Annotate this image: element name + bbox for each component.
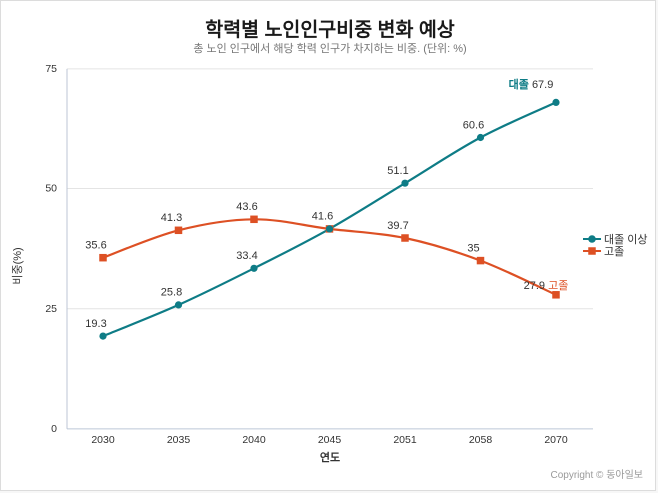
svg-text:41.3: 41.3	[161, 212, 182, 224]
svg-text:35.6: 35.6	[85, 240, 106, 252]
svg-text:2070: 2070	[544, 434, 568, 446]
svg-text:연도: 연도	[320, 450, 340, 464]
svg-text:25.8: 25.8	[161, 287, 182, 299]
svg-text:50: 50	[45, 183, 57, 195]
svg-text:0: 0	[51, 423, 57, 435]
svg-text:43.6: 43.6	[236, 201, 257, 213]
svg-text:비중(%): 비중(%)	[11, 247, 24, 284]
svg-text:35: 35	[467, 242, 479, 254]
svg-text:19.3: 19.3	[85, 318, 106, 330]
svg-text:2030: 2030	[91, 434, 115, 446]
svg-text:고졸: 고졸	[604, 245, 624, 258]
svg-text:27.9 고졸: 27.9 고졸	[524, 279, 569, 292]
svg-text:2040: 2040	[242, 434, 266, 446]
svg-text:25: 25	[45, 303, 57, 315]
svg-text:2035: 2035	[167, 434, 191, 446]
svg-text:2045: 2045	[318, 434, 342, 446]
svg-text:33.4: 33.4	[236, 250, 257, 262]
svg-text:41.6: 41.6	[312, 211, 333, 223]
svg-text:60.6: 60.6	[463, 119, 484, 131]
svg-text:2051: 2051	[393, 434, 417, 446]
svg-text:2058: 2058	[469, 434, 493, 446]
svg-text:39.7: 39.7	[387, 220, 408, 232]
svg-text:75: 75	[45, 63, 57, 75]
svg-text:대졸 이상: 대졸 이상	[604, 233, 648, 246]
svg-text:대졸 67.9: 대졸 67.9	[509, 77, 554, 91]
svg-text:51.1: 51.1	[387, 165, 408, 177]
